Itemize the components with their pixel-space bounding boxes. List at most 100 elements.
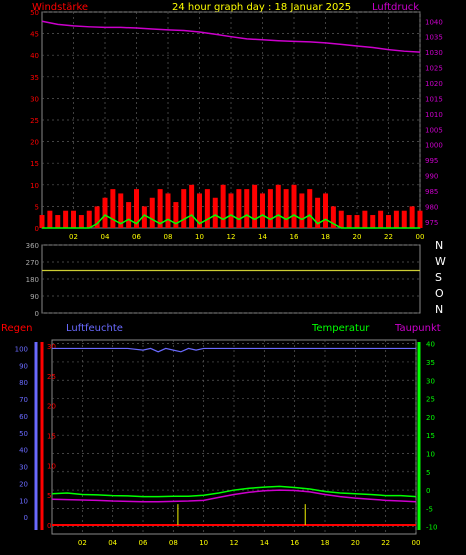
rain-tick-label: 10 [47, 462, 56, 470]
x-tick-label: 22 [381, 539, 390, 547]
temp-tick-label: 40 [426, 341, 435, 349]
pressure-tick-label: 1015 [425, 95, 443, 103]
panel3-grid [52, 340, 417, 534]
wind-bar [291, 184, 297, 228]
wind-tick-label: 30 [30, 95, 39, 103]
rain-tick-label: 30 [47, 343, 56, 351]
regen-label: Regen [1, 323, 33, 334]
wind-tick-label: 15 [30, 160, 39, 168]
direction-tick-label: 0 [35, 310, 39, 318]
wind-tick-label: 35 [30, 74, 39, 82]
wind-bar [260, 193, 265, 228]
wind-bar [378, 210, 384, 228]
pressure-tick-label: 1010 [425, 111, 443, 119]
x-tick-label: 20 [353, 233, 362, 241]
wind-tick-label: 40 [30, 52, 39, 60]
x-tick-label: 12 [230, 539, 239, 547]
x-tick-label: 02 [69, 233, 78, 241]
temp-tick-label: 35 [426, 359, 435, 367]
time-axis-lower: 02 04 06 08 10 12 14 16 18 20 22 00 [78, 539, 421, 547]
wind-bar [386, 215, 391, 228]
temperatur-label: Temperatur [311, 323, 370, 334]
wind-bar [393, 210, 399, 228]
wind-bar [63, 210, 69, 228]
wind-bar [346, 215, 352, 228]
rain-tick-label: 0 [47, 522, 51, 530]
pressure-tick-label: 1020 [425, 80, 443, 88]
wind-direction-panel: 0 90 180 270 360 N W S O N [26, 239, 446, 318]
temp-tick-label: 10 [426, 450, 435, 458]
wind-tick-label: 10 [30, 182, 39, 190]
x-tick-label: 16 [290, 539, 299, 547]
rain-axis: 0 5 10 15 20 25 30 [47, 343, 56, 530]
humidity-tick-label: 100 [15, 345, 28, 353]
panel1-grid [42, 11, 421, 228]
pressure-tick-label: 985 [425, 188, 438, 196]
temp-tick-label: -10 [426, 524, 437, 532]
temp-tick-label: 0 [426, 487, 430, 495]
x-tick-label: 18 [321, 539, 330, 547]
wind-bar [204, 189, 210, 228]
pressure-line [41, 20, 421, 53]
wind-bar [71, 210, 76, 228]
humidity-tick-label: 60 [19, 413, 28, 421]
wind-bar [409, 206, 415, 228]
x-tick-label: 10 [199, 539, 208, 547]
x-tick-label: 14 [258, 233, 267, 241]
pressure-tick-label: 975 [425, 219, 438, 227]
rain-tick-label: 25 [47, 373, 56, 381]
wind-bar [55, 215, 61, 228]
humidity-tick-label: 50 [19, 430, 28, 438]
x-tick-label: 00 [416, 233, 425, 241]
wind-bar [134, 189, 139, 228]
wind-tick-label: 45 [30, 31, 39, 39]
humidity-tick-label: 80 [19, 379, 28, 387]
wind-bar [330, 206, 336, 228]
humidity-tick-label: 10 [19, 497, 28, 505]
luftfeuchte-label: Luftfeuchte [66, 323, 123, 334]
wind-bar [47, 210, 53, 228]
wind-bar [39, 215, 45, 228]
humidity-tick-label: 0 [24, 514, 28, 522]
temperature-line [51, 485, 417, 498]
wind-tick-label: 25 [30, 117, 39, 125]
wind-bar [228, 193, 234, 228]
luftdruck-label: Luftdruck [372, 2, 419, 13]
temperature-axis: -10 -5 0 5 10 15 20 25 30 35 40 [426, 341, 437, 532]
compass-w: W [435, 255, 446, 268]
windstaerke-label: Windstärke [32, 2, 88, 13]
temp-tick-label: 15 [426, 432, 435, 440]
compass-n-top: N [435, 239, 443, 252]
wind-bar [149, 197, 155, 228]
wind-bar [338, 210, 344, 228]
wind-bar [307, 189, 313, 228]
compass-n-bottom: N [435, 303, 443, 316]
x-tick-label: 14 [260, 539, 269, 547]
wind-bar [86, 210, 92, 228]
rain-rate-spikes [177, 504, 306, 526]
wind-bar [102, 197, 108, 228]
x-tick-label: 18 [321, 233, 330, 241]
wind-bar [118, 193, 124, 228]
rain-tick-label: 20 [47, 403, 56, 411]
wind-bar [244, 189, 250, 228]
x-tick-label: 10 [195, 233, 204, 241]
wind-bar [110, 189, 116, 228]
compass-o: O [435, 287, 444, 300]
direction-tick-label: 180 [26, 276, 39, 284]
time-axis: 02 04 06 08 10 12 14 16 18 20 22 00 [69, 233, 424, 241]
pressure-tick-label: 1035 [425, 34, 443, 42]
wind-bar [173, 202, 179, 228]
humidity-tick-label: 90 [19, 362, 28, 370]
temp-tick-label: 30 [426, 377, 435, 385]
graph-title: 24 hour graph day : 18 Januar 2025 [172, 2, 351, 13]
wind-bar [401, 210, 407, 228]
wind-tick-label: 50 [30, 9, 39, 17]
pressure-tick-label: 995 [425, 157, 438, 165]
wind-bar [370, 215, 376, 228]
wind-bar [157, 189, 163, 228]
pressure-tick-label: 990 [425, 173, 438, 181]
